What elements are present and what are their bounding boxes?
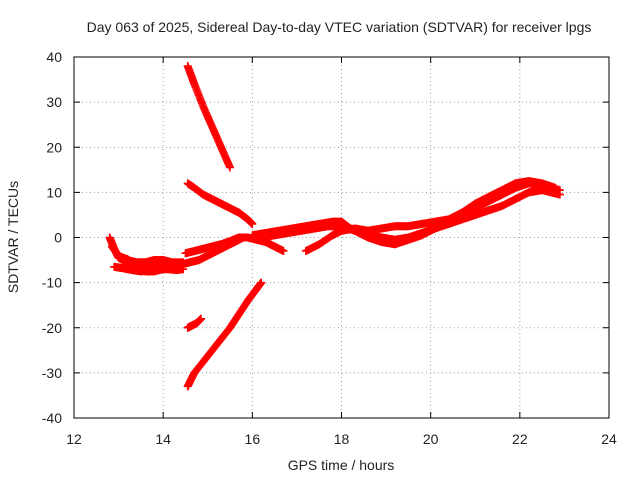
chart-title: Day 063 of 2025, Sidereal Day-to-day VTE… xyxy=(87,19,592,35)
plot-frame xyxy=(73,56,610,419)
y-tick-label: -10 xyxy=(42,275,62,291)
y-tick-label: -20 xyxy=(42,320,62,336)
data-point xyxy=(248,219,257,228)
axis-ticks: 12 14 16 18 20 22 24 -40 -30 -20 -10 0 10 20 30 40 xyxy=(42,49,617,447)
data-point xyxy=(555,190,564,199)
data-point xyxy=(551,183,560,192)
series-trace-k xyxy=(183,314,206,332)
x-axis-label: GPS time / hours xyxy=(288,457,395,473)
x-tick-label: 18 xyxy=(334,431,350,447)
x-tick-label: 12 xyxy=(66,431,82,447)
y-tick-label: 30 xyxy=(46,94,62,110)
data-point xyxy=(279,247,288,256)
data-point xyxy=(197,314,206,323)
y-tick-label: -40 xyxy=(42,410,62,426)
series-trace-h xyxy=(301,177,560,256)
x-tick-label: 22 xyxy=(512,431,528,447)
grid-lines xyxy=(74,57,609,418)
series-trace-g xyxy=(257,186,564,244)
y-tick-label: 0 xyxy=(54,230,62,246)
data-point xyxy=(226,163,235,172)
series-trace-l xyxy=(183,278,266,391)
x-tick-label: 16 xyxy=(245,431,261,447)
data-points xyxy=(105,62,564,391)
y-tick-label: 20 xyxy=(46,139,62,155)
x-tick-label: 20 xyxy=(423,431,439,447)
y-tick-label: 10 xyxy=(46,184,62,200)
series-trace-i xyxy=(183,62,235,172)
y-axis-label: SDTVAR / TECUs xyxy=(5,181,21,293)
x-tick-label: 24 xyxy=(601,431,617,447)
y-tick-label: -30 xyxy=(42,365,62,381)
data-point xyxy=(257,278,266,287)
series-trace-j xyxy=(183,179,257,228)
y-tick-label: 40 xyxy=(46,49,62,65)
x-tick-label: 14 xyxy=(155,431,171,447)
